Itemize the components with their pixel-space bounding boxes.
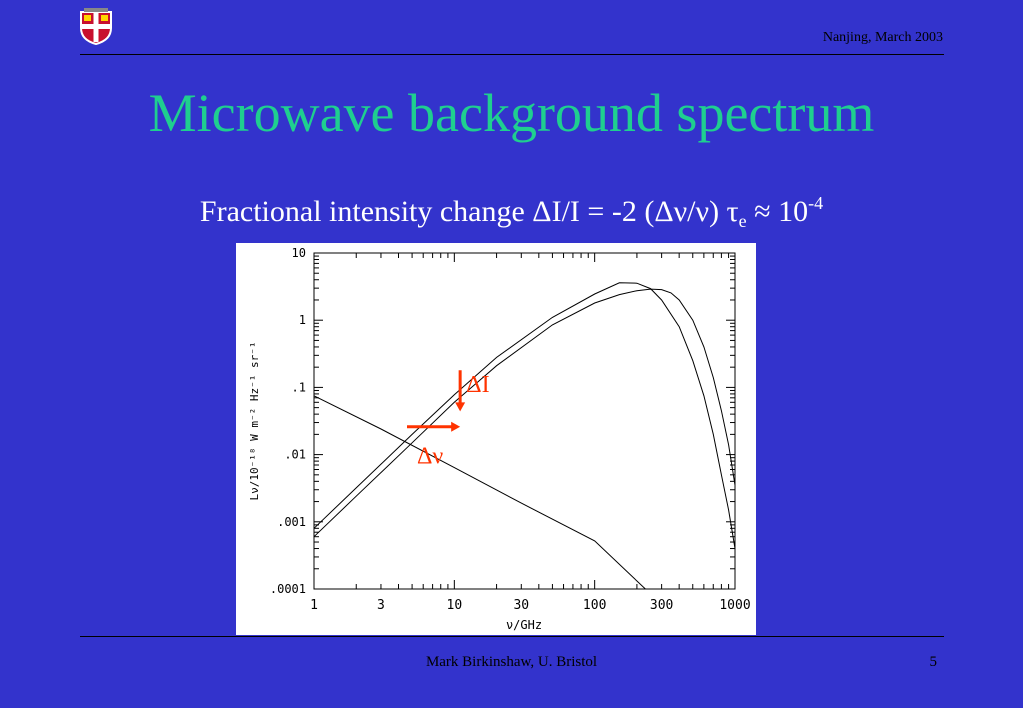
spectrum-series-2: [313, 288, 736, 538]
header-date: Nanjing, March 2003: [822, 30, 943, 45]
x-tick-label: 1000: [719, 598, 750, 613]
delta-nu-label: Δν: [417, 444, 443, 470]
subtitle-text: Fractional intensity change ΔI/I = -2 (Δ…: [199, 195, 739, 228]
x-tick-label: 100: [583, 598, 606, 613]
footer-divider: [80, 636, 944, 637]
y-tick-label: .01: [284, 448, 306, 462]
tick-labels: 1 3 10 30 100 300 1000 10 1 .1 .01 .001 .0001: [270, 246, 751, 613]
crest-icon: [80, 8, 112, 46]
subtitle-subscript: e: [738, 211, 747, 231]
y-tick-label: .1: [292, 380, 306, 394]
delta-nu-arrow-head: [451, 421, 461, 432]
delta-i-arrow-head: [455, 402, 466, 412]
spectrum-chart-svg: 1 3 10 30 100 300 1000 10 1 .1 .01 .001 .0001 ΔI Δν ν…: [248, 246, 751, 632]
spectrum-series-3: [313, 395, 646, 590]
subtitle-superscript: -4: [808, 193, 824, 213]
y-axis-label: Lν/10⁻¹⁸ W m⁻² Hz⁻¹ sr⁻¹: [248, 342, 261, 501]
page-number: 5: [929, 654, 938, 670]
spectrum-chart: 1 3 10 30 100 300 1000 10 1 .1 .01 .001 .0001 ΔI Δν ν…: [236, 243, 756, 635]
spectrum-series-1: [313, 282, 736, 549]
x-tick-label: 30: [513, 598, 529, 613]
x-tick-label: 300: [650, 598, 673, 613]
subtitle-text-after: ≈ 10: [746, 195, 809, 228]
university-crest-logo: [78, 6, 114, 46]
x-tick-label: 10: [447, 598, 463, 613]
x-axis-label: ν/GHz: [506, 618, 542, 632]
y-tick-label: .001: [277, 515, 306, 529]
slide-subtitle: Fractional intensity change ΔI/I = -2 (Δ…: [0, 193, 1023, 233]
slide-title: Microwave background spectrum: [148, 83, 875, 143]
footer-author: Mark Birkinshaw, U. Bristol: [425, 654, 598, 670]
series-layer: [313, 282, 736, 590]
x-tick-label: 3: [377, 598, 385, 613]
y-tick-label: 1: [299, 313, 306, 327]
plot-frame: [313, 252, 736, 590]
y-tick-label: .0001: [270, 582, 306, 596]
tick-marks: [313, 253, 735, 590]
x-tick-label: 1: [310, 598, 318, 613]
header-divider: [80, 54, 944, 55]
delta-i-label: ΔI: [466, 372, 489, 398]
y-tick-label: 10: [292, 246, 306, 260]
annotation-layer: ΔI Δν: [407, 370, 490, 470]
